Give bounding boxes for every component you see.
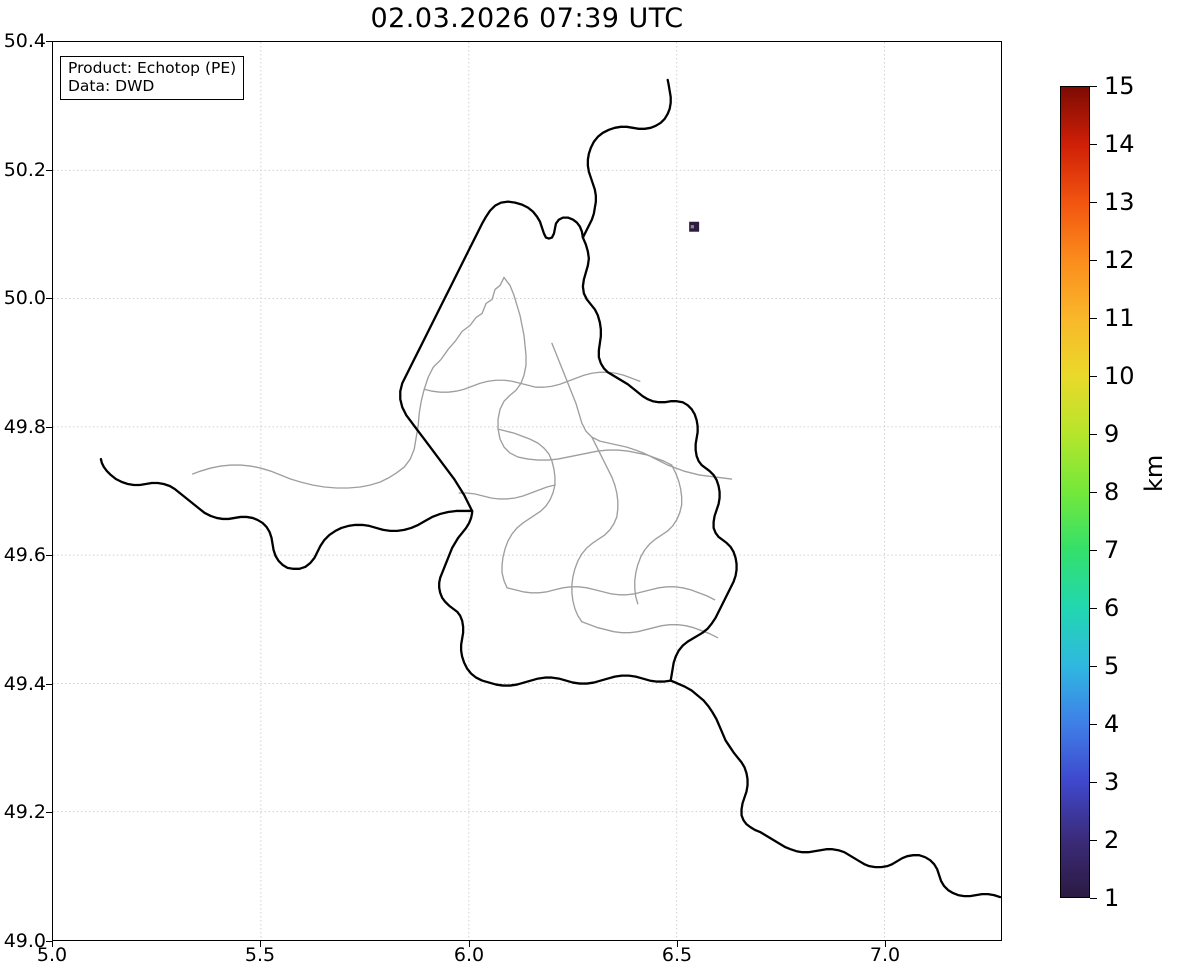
colorbar-tick-mark bbox=[1090, 898, 1097, 900]
national-borders bbox=[99, 78, 1001, 899]
xtick-mark bbox=[52, 941, 54, 947]
colorbar-tick-label: 10 bbox=[1104, 362, 1135, 390]
colorbar-tick-label: 12 bbox=[1104, 246, 1135, 274]
radar-echo-cells bbox=[689, 221, 700, 232]
colorbar-gradient bbox=[1060, 86, 1090, 898]
colorbar-tick-label: 7 bbox=[1104, 536, 1120, 564]
data-source-line: Data: DWD bbox=[68, 76, 155, 95]
colorbar[interactable]: 1 2 3 4 5 6 7 8 9 10 11 12 13 14 15 bbox=[1060, 72, 1135, 912]
xtick-label: 5.0 bbox=[36, 944, 68, 966]
colorbar-tick-label: 6 bbox=[1104, 594, 1120, 622]
canton-boundaries bbox=[192, 276, 733, 639]
product-info-box: Product: Echotop (PE) Data: DWD bbox=[60, 56, 245, 100]
colorbar-tick-label: 8 bbox=[1104, 478, 1120, 506]
colorbar-tick-label: 3 bbox=[1104, 768, 1120, 796]
colorbar-tick-mark bbox=[1090, 840, 1097, 842]
ytick-mark bbox=[46, 41, 52, 43]
xtick-mark bbox=[677, 941, 679, 947]
colorbar-tick-label: 2 bbox=[1104, 826, 1120, 854]
xtick-label: 6.0 bbox=[453, 944, 485, 966]
colorbar-tick-mark bbox=[1090, 434, 1097, 436]
colorbar-tick-mark bbox=[1090, 86, 1097, 88]
map-borders bbox=[99, 78, 1001, 899]
ytick-mark bbox=[46, 941, 52, 943]
product-line: Product: Echotop (PE) bbox=[68, 59, 237, 77]
ytick-mark bbox=[46, 298, 52, 300]
colorbar-tick-mark bbox=[1090, 260, 1097, 262]
colorbar-tick-label: 5 bbox=[1104, 652, 1120, 680]
colorbar-tick-label: 15 bbox=[1104, 72, 1135, 100]
map-plot-area[interactable] bbox=[52, 41, 1002, 941]
ytick-mark bbox=[46, 555, 52, 557]
colorbar-tick-label: 1 bbox=[1104, 884, 1120, 912]
ytick-label: 50.2 bbox=[3, 159, 46, 181]
xtick-mark bbox=[260, 941, 262, 947]
ytick-label: 50.0 bbox=[3, 287, 46, 309]
colorbar-tick-mark bbox=[1090, 608, 1097, 610]
xtick-mark bbox=[469, 941, 471, 947]
xtick-mark bbox=[885, 941, 887, 947]
echo-cell-detail bbox=[690, 225, 694, 229]
colorbar-tick-mark bbox=[1090, 666, 1097, 668]
echo-cell bbox=[689, 221, 700, 232]
ytick-mark bbox=[46, 684, 52, 686]
colorbar-tick-mark bbox=[1090, 724, 1097, 726]
colorbar-tick-mark bbox=[1090, 782, 1097, 784]
colorbar-tick-label: 9 bbox=[1104, 420, 1120, 448]
ytick-label: 50.4 bbox=[3, 30, 46, 52]
colorbar-tick-label: 13 bbox=[1104, 188, 1135, 216]
ytick-label: 49.6 bbox=[3, 544, 46, 566]
ytick-label: 49.8 bbox=[3, 416, 46, 438]
ytick-label: 49.2 bbox=[3, 801, 46, 823]
ytick-mark bbox=[46, 427, 52, 429]
colorbar-unit-label: km bbox=[1140, 454, 1168, 492]
ytick-label: 49.0 bbox=[3, 930, 46, 952]
colorbar-tick-mark bbox=[1090, 550, 1097, 552]
xtick-label: 7.0 bbox=[869, 944, 901, 966]
colorbar-tick-mark bbox=[1090, 492, 1097, 494]
ytick-label: 49.4 bbox=[3, 673, 46, 695]
colorbar-tick-mark bbox=[1090, 144, 1097, 146]
ytick-mark bbox=[46, 812, 52, 814]
colorbar-tick-mark bbox=[1090, 376, 1097, 378]
xtick-label: 5.5 bbox=[244, 944, 276, 966]
ytick-mark bbox=[46, 170, 52, 172]
page-title: 02.03.2026 07:39 UTC bbox=[370, 3, 684, 34]
xtick-label: 6.5 bbox=[661, 944, 693, 966]
colorbar-tick-label: 14 bbox=[1104, 130, 1135, 158]
colorbar-tick-label: 4 bbox=[1104, 710, 1120, 738]
colorbar-tick-label: 11 bbox=[1104, 304, 1135, 332]
colorbar-tick-mark bbox=[1090, 202, 1097, 204]
colorbar-tick-mark bbox=[1090, 318, 1097, 320]
